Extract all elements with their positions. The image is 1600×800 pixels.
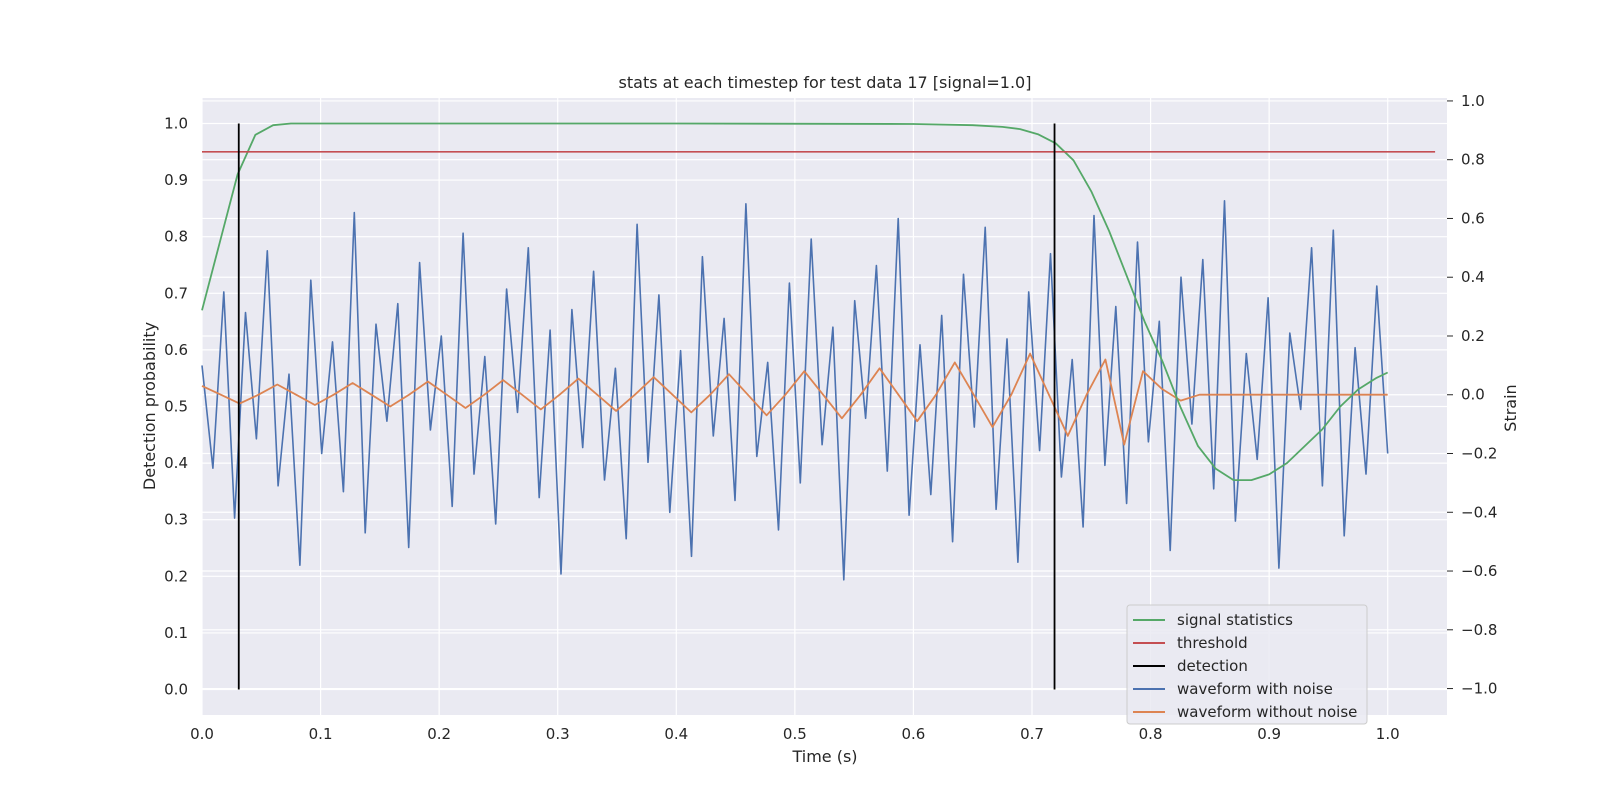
- right-y-tick-label: −0.4: [1461, 503, 1497, 521]
- left-y-tick-label: 0.4: [164, 454, 188, 472]
- left-y-tick-label: 0.3: [164, 511, 188, 529]
- left-y-tick-label: 0.2: [164, 567, 188, 585]
- left-y-tick-label: 0.5: [164, 398, 188, 416]
- left-axis-ticks: 0.0 0.1 0.2 0.3 0.4 0.5 0.6 0.7 0.8 0.9 1.0: [164, 114, 188, 698]
- x-axis-ticks: 0.0 0.1 0.2 0.3 0.4 0.5 0.6 0.7 0.8 0.9 1.0: [190, 725, 1400, 743]
- legend: signal statistics threshold detection wavef…: [1126, 604, 1368, 725]
- legend-label: waveform without noise: [1177, 703, 1357, 721]
- right-y-tick-label: 0.0: [1461, 386, 1485, 404]
- right-y-tick-label: 1.0: [1461, 92, 1485, 110]
- legend-box: [1126, 604, 1368, 725]
- left-y-axis-label: Detection probability: [140, 322, 159, 490]
- left-y-tick-label: 0.1: [164, 624, 188, 642]
- left-y-tick-label: 0.9: [164, 171, 188, 189]
- right-y-tick-label: 0.2: [1461, 327, 1485, 345]
- right-y-tick-label: 0.6: [1461, 209, 1485, 227]
- right-y-tick-label: 0.8: [1461, 151, 1485, 169]
- plot-area: [201, 122, 1436, 690]
- x-tick-label: 0.7: [1020, 725, 1044, 743]
- right-y-tick-label: −0.6: [1461, 562, 1497, 580]
- right-y-tick-label: 0.4: [1461, 268, 1485, 286]
- x-tick-label: 0.2: [427, 725, 451, 743]
- legend-label: detection: [1177, 657, 1248, 675]
- right-y-tick-label: −0.2: [1461, 445, 1497, 463]
- x-tick-label: 0.1: [309, 725, 333, 743]
- left-y-tick-label: 0.6: [164, 341, 188, 359]
- right-y-axis-label: Strain: [1501, 384, 1520, 431]
- x-axis-label: Time (s): [791, 747, 857, 766]
- x-tick-label: 0.8: [1139, 725, 1163, 743]
- right-axis-ticks: −1.0 −0.8 −0.6 −0.4 −0.2 0.0 0.2 0.4 0.6 0.8 1.0: [1447, 92, 1497, 698]
- signal-statistics-line: [201, 122, 1389, 482]
- x-tick-label: 0.4: [664, 725, 688, 743]
- x-tick-label: 1.0: [1376, 725, 1400, 743]
- left-y-tick-label: 0.7: [164, 284, 188, 302]
- waveform-without-noise-line: [201, 352, 1388, 446]
- x-tick-label: 0.0: [190, 725, 214, 743]
- legend-label: threshold: [1177, 634, 1248, 652]
- right-y-tick-label: −1.0: [1461, 680, 1497, 698]
- x-tick-label: 0.5: [783, 725, 807, 743]
- x-tick-label: 0.9: [1257, 725, 1281, 743]
- left-y-tick-label: 0.0: [164, 681, 188, 699]
- left-y-tick-label: 1.0: [164, 114, 188, 132]
- legend-label: waveform with noise: [1177, 680, 1333, 698]
- legend-label: signal statistics: [1177, 611, 1293, 629]
- x-tick-label: 0.3: [546, 725, 570, 743]
- chart-title: stats at each timestep for test data 17 …: [619, 73, 1032, 92]
- right-y-tick-label: −0.8: [1461, 621, 1497, 639]
- left-y-tick-label: 0.8: [164, 228, 188, 246]
- x-tick-label: 0.6: [901, 725, 925, 743]
